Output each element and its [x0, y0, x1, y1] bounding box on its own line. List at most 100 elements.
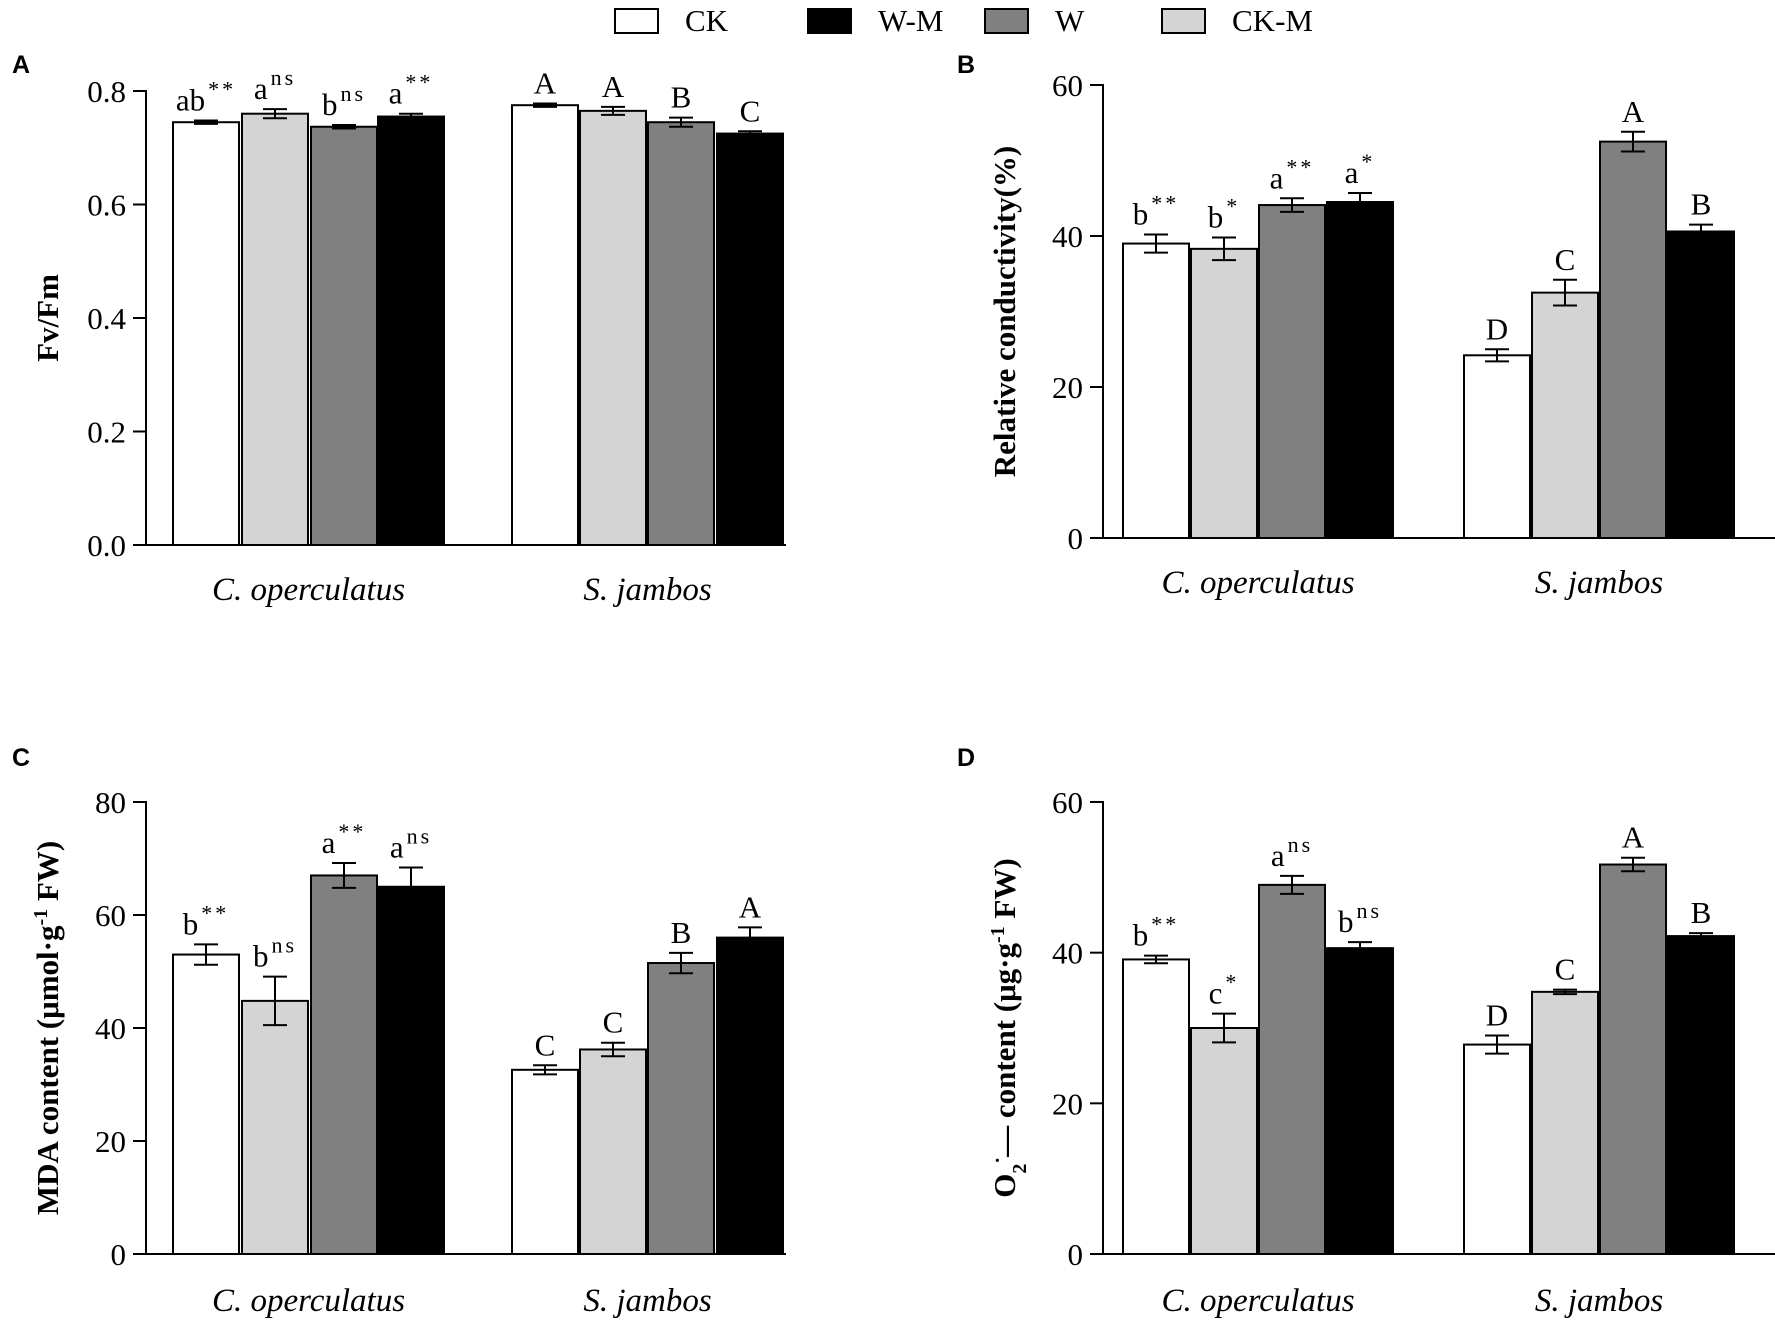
legend-label-w: W — [1055, 3, 1085, 38]
legend-label-ck: CK — [685, 3, 729, 38]
significance-letter: a — [1270, 160, 1284, 195]
significance-label: a ns — [1271, 832, 1313, 873]
bar-ck-c-operculatus — [1122, 958, 1190, 1255]
legend-label-ck-m: CK-M — [1232, 3, 1313, 38]
significance-letter: b — [322, 87, 338, 122]
significance-label: C — [603, 1005, 624, 1040]
category-label: S. jambos — [1535, 1283, 1663, 1319]
significance-letter: C — [603, 1005, 624, 1040]
significance-marker: * — [1361, 149, 1375, 174]
y-axis-title-part: FW) — [987, 858, 1022, 926]
significance-label: B — [1691, 895, 1712, 930]
significance-label: A — [1622, 94, 1645, 129]
y-tick-label: 0.6 — [87, 188, 126, 223]
bar-w-s-jambos — [647, 962, 715, 1256]
panel-letter-d: D — [957, 744, 975, 772]
bar-ck-m-s-jambos — [579, 1048, 647, 1255]
significance-letter: A — [1622, 94, 1645, 129]
bar-ck-s-jambos — [1463, 1043, 1531, 1256]
significance-label: b ns — [322, 81, 366, 122]
significance-letter: b — [1133, 196, 1149, 231]
legend-swatch-ck — [614, 8, 659, 34]
y-tick-label: 40 — [1052, 219, 1083, 254]
bar-w-m-c-operculatus — [377, 885, 445, 1255]
y-tick-label: 0.4 — [87, 301, 126, 336]
legend-swatch-w-m — [807, 8, 852, 34]
significance-label: c * — [1209, 970, 1240, 1011]
significance-marker: ** — [201, 900, 229, 925]
legend-swatch-ck-m — [1161, 8, 1206, 34]
significance-label: B — [1691, 187, 1712, 222]
significance-label: b * — [1208, 194, 1241, 235]
y-tick-label: 0.0 — [87, 528, 126, 563]
bar-w-c-operculatus — [1258, 883, 1326, 1255]
y-tick-label: 60 — [1052, 68, 1083, 103]
significance-marker: ** — [338, 819, 366, 844]
y-tick-label: 40 — [1052, 936, 1083, 971]
y-tick-label: 20 — [1052, 1086, 1083, 1121]
significance-letter: a — [390, 830, 404, 865]
y-axis-title-part: MDA content (μmol·g — [30, 925, 65, 1215]
significance-marker: ns — [340, 81, 366, 106]
y-tick-label: 80 — [95, 785, 126, 820]
y-tick-label: 40 — [95, 1011, 126, 1046]
bar-w-m-c-operculatus — [1326, 947, 1394, 1255]
panel-letter-b: B — [957, 51, 975, 79]
bar-w-s-jambos — [1599, 863, 1667, 1255]
bar-ck-s-jambos — [511, 1068, 579, 1256]
significance-letter: a — [1345, 155, 1359, 190]
bar-w-c-operculatus — [310, 125, 378, 546]
bar-w-m-s-jambos — [716, 132, 784, 546]
significance-letter: B — [671, 915, 692, 950]
significance-label: A — [739, 889, 762, 924]
y-axis-title: Relative conductivity(%) — [987, 146, 1022, 477]
legend: CK W-M W CK-M — [614, 3, 1313, 38]
significance-label: C — [1555, 952, 1576, 987]
significance-label: ab ** — [176, 77, 236, 118]
significance-label: C — [740, 93, 761, 128]
significance-marker: * — [1226, 194, 1240, 219]
y-tick-label: 0.8 — [87, 74, 126, 109]
significance-label: A — [534, 65, 557, 100]
y-axis-title-part: -1 — [30, 909, 52, 926]
significance-letter: b — [253, 939, 269, 974]
significance-letter: B — [1691, 895, 1712, 930]
bar-ck-s-jambos — [1463, 354, 1531, 540]
significance-letter: ab — [176, 83, 205, 118]
significance-letter: a — [322, 825, 336, 860]
y-tick-label: 60 — [95, 898, 126, 933]
bar-ck-m-c-operculatus — [241, 999, 309, 1255]
significance-marker: ns — [271, 933, 297, 958]
category-label: S. jambos — [583, 1283, 711, 1319]
bar-w-s-jambos — [1599, 140, 1667, 539]
panel-letter-a: A — [12, 51, 30, 79]
y-axis-title-part: O — [987, 1174, 1022, 1198]
significance-marker: ** — [1151, 190, 1179, 215]
significance-label: b ** — [183, 900, 230, 941]
bar-ck-c-operculatus — [172, 953, 240, 1255]
y-axis-title: Fv/Fm — [30, 274, 65, 362]
bar-ck-m-s-jambos — [1531, 990, 1599, 1256]
significance-label: a ** — [322, 819, 367, 860]
y-tick-label: 0 — [111, 1237, 127, 1272]
significance-letter: b — [183, 906, 199, 941]
category-label: C. operculatus — [212, 1283, 405, 1319]
significance-marker: ns — [1356, 898, 1382, 923]
significance-marker: * — [1225, 970, 1239, 995]
y-tick-label: 0 — [1068, 1237, 1084, 1272]
significance-letter: c — [1209, 976, 1223, 1011]
significance-marker: ** — [1151, 912, 1179, 937]
bar-w-m-c-operculatus — [1326, 201, 1394, 539]
significance-letter: b — [1133, 918, 1149, 953]
category-label: S. jambos — [583, 572, 711, 608]
significance-label: b ns — [1338, 898, 1382, 939]
significance-letter: C — [740, 93, 761, 128]
significance-label: B — [671, 80, 692, 115]
significance-label: a * — [1345, 149, 1376, 190]
significance-letter: A — [1622, 820, 1645, 855]
bar-w-c-operculatus — [1258, 204, 1326, 539]
significance-label: C — [535, 1027, 556, 1062]
category-label: C. operculatus — [212, 572, 405, 608]
